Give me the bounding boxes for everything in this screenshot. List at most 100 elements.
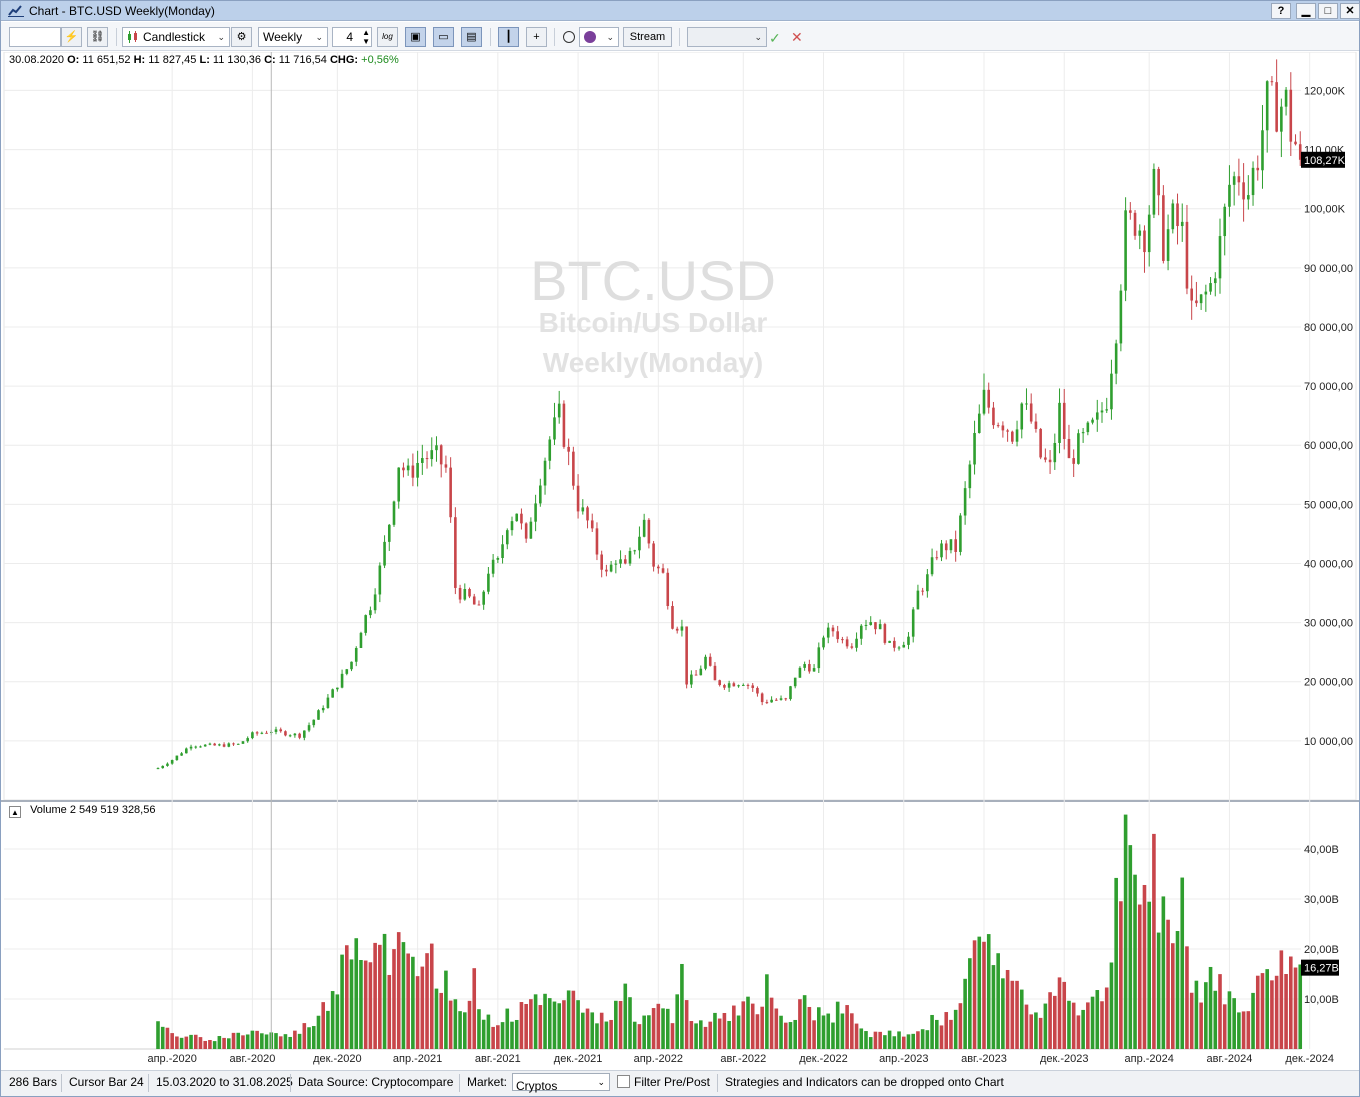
volume-bar — [198, 1037, 203, 1049]
time-tick-label: дек.-2021 — [554, 1053, 603, 1065]
volume-bar — [330, 991, 335, 1049]
candle-body — [741, 684, 745, 686]
volume-bar — [1001, 978, 1005, 1049]
candle-body — [841, 639, 844, 641]
filter-prepost-checkbox[interactable] — [617, 1075, 630, 1088]
spinner-icon[interactable]: ▲ ▼ — [362, 28, 370, 46]
drawing-tool-select[interactable]: ⌄ — [579, 27, 619, 47]
volume-bar — [321, 1002, 325, 1049]
volume-bar — [1034, 1012, 1038, 1049]
last-price-label: 108,27K — [1304, 155, 1346, 167]
candle-body — [657, 566, 660, 569]
volume-bar — [444, 970, 448, 1049]
candle-body — [1298, 144, 1302, 160]
collapse-pane-icon[interactable]: ▲ — [9, 806, 21, 818]
volume-bar — [1241, 1011, 1246, 1049]
time-tick-label: дек.-2020 — [313, 1053, 362, 1065]
volume-bar — [231, 1032, 236, 1049]
stream-button[interactable]: Stream — [623, 27, 672, 47]
candle-body — [274, 729, 278, 732]
chevron-down-icon: ⌄ — [217, 32, 225, 42]
price-chart[interactable]: BTC.USD Bitcoin/US Dollar Weekly(Monday)… — [1, 52, 1359, 1070]
volume-bar — [552, 1001, 557, 1049]
candle-body — [642, 519, 646, 537]
volume-bar — [274, 1033, 278, 1049]
volume-bar — [463, 1012, 467, 1049]
market-select[interactable]: Cryptos ⌄ — [512, 1073, 610, 1093]
volume-bar — [1265, 969, 1269, 1049]
volume-bar — [1175, 931, 1180, 1049]
candle-body — [359, 632, 363, 649]
apply-check-icon[interactable]: ✓ — [769, 30, 781, 46]
close-button[interactable]: ✕ — [1340, 3, 1360, 19]
volume-bar — [1251, 992, 1255, 1049]
log-scale-button[interactable]: log — [377, 27, 398, 47]
symbol-input[interactable] — [9, 27, 61, 47]
candles — [156, 59, 1302, 770]
volume-bar — [576, 1000, 580, 1049]
volume-bar — [481, 1019, 486, 1049]
candle-body — [907, 636, 910, 645]
candle-body — [817, 647, 821, 669]
candle-body — [156, 768, 160, 770]
candle-body — [647, 519, 651, 544]
candle-body — [539, 485, 542, 504]
bar-spacing-input[interactable]: 4 ▲ ▼ — [332, 27, 372, 47]
volume-bar — [1100, 1001, 1104, 1049]
gear-icon[interactable]: ⚙ — [231, 27, 252, 47]
volume-bar — [307, 1027, 311, 1049]
scale-select[interactable]: Weekly ⌄ — [258, 27, 328, 47]
minimize-button[interactable]: ▁ — [1296, 3, 1316, 19]
lightning-icon[interactable]: ⚡ — [61, 27, 82, 47]
camera-icon[interactable]: ▣ — [405, 27, 426, 47]
candle-body — [298, 733, 301, 738]
candle-body — [303, 730, 306, 738]
candle-body — [1157, 168, 1160, 196]
volume-bar — [732, 1005, 736, 1049]
volume-bar — [1038, 1017, 1043, 1049]
candle-body — [397, 467, 401, 502]
candle-body — [1044, 457, 1047, 460]
candle-body — [411, 465, 415, 478]
volume-bar — [458, 1011, 462, 1049]
last-price-marker — [1301, 151, 1345, 168]
volume-bar — [953, 1009, 958, 1049]
candle-body — [576, 485, 580, 512]
high-label: H: — [133, 54, 146, 66]
filter-prepost-label: Filter Pre/Post — [634, 1075, 711, 1089]
price-axis: 10 000,00 20 000,00 30 000,00 40 000,00 50 0… — [1304, 85, 1353, 747]
candle-body — [1129, 210, 1132, 213]
time-tick-label: авг.-2020 — [229, 1053, 275, 1065]
volume-bar — [722, 1012, 727, 1049]
candle-body — [421, 458, 424, 463]
volume-bar — [628, 997, 632, 1049]
candle-body — [194, 746, 198, 748]
pane-layout-icon[interactable]: ▭ — [433, 27, 454, 47]
circle-icon[interactable] — [563, 31, 575, 43]
maximize-button[interactable]: □ — [1318, 3, 1338, 19]
open-value: 11 651,52 — [82, 54, 131, 66]
volume-bar — [368, 962, 373, 1049]
candle-body — [241, 741, 245, 744]
strategy-select[interactable]: ⌄ — [687, 27, 767, 47]
candle-body — [1067, 438, 1071, 459]
window-layout-icon[interactable]: ▤ — [461, 27, 482, 47]
bar-spacing-value: 4 — [346, 30, 353, 44]
chart-type-select[interactable]: Candlestick ⌄ — [122, 27, 230, 47]
crosshair-icon[interactable]: + — [526, 27, 547, 47]
cursor-pointer-icon[interactable]: ┃ — [498, 27, 519, 47]
help-button[interactable]: ? — [1271, 3, 1291, 19]
candle-body — [524, 523, 528, 539]
volume-bar — [1218, 974, 1222, 1049]
link-icon[interactable]: ⛓ — [87, 27, 108, 47]
candle-body — [444, 464, 448, 468]
candle-body — [255, 732, 259, 734]
volume-tick-label: 20,00B — [1304, 944, 1339, 956]
volume-bar — [1109, 962, 1114, 1049]
cancel-x-icon[interactable]: ✕ — [791, 29, 803, 45]
volume-bar — [793, 1019, 797, 1049]
volume-bar — [996, 953, 1000, 1049]
time-tick-label: авг.-2023 — [961, 1053, 1007, 1065]
volume-bar — [420, 966, 425, 1049]
volume-bar — [661, 1008, 665, 1049]
